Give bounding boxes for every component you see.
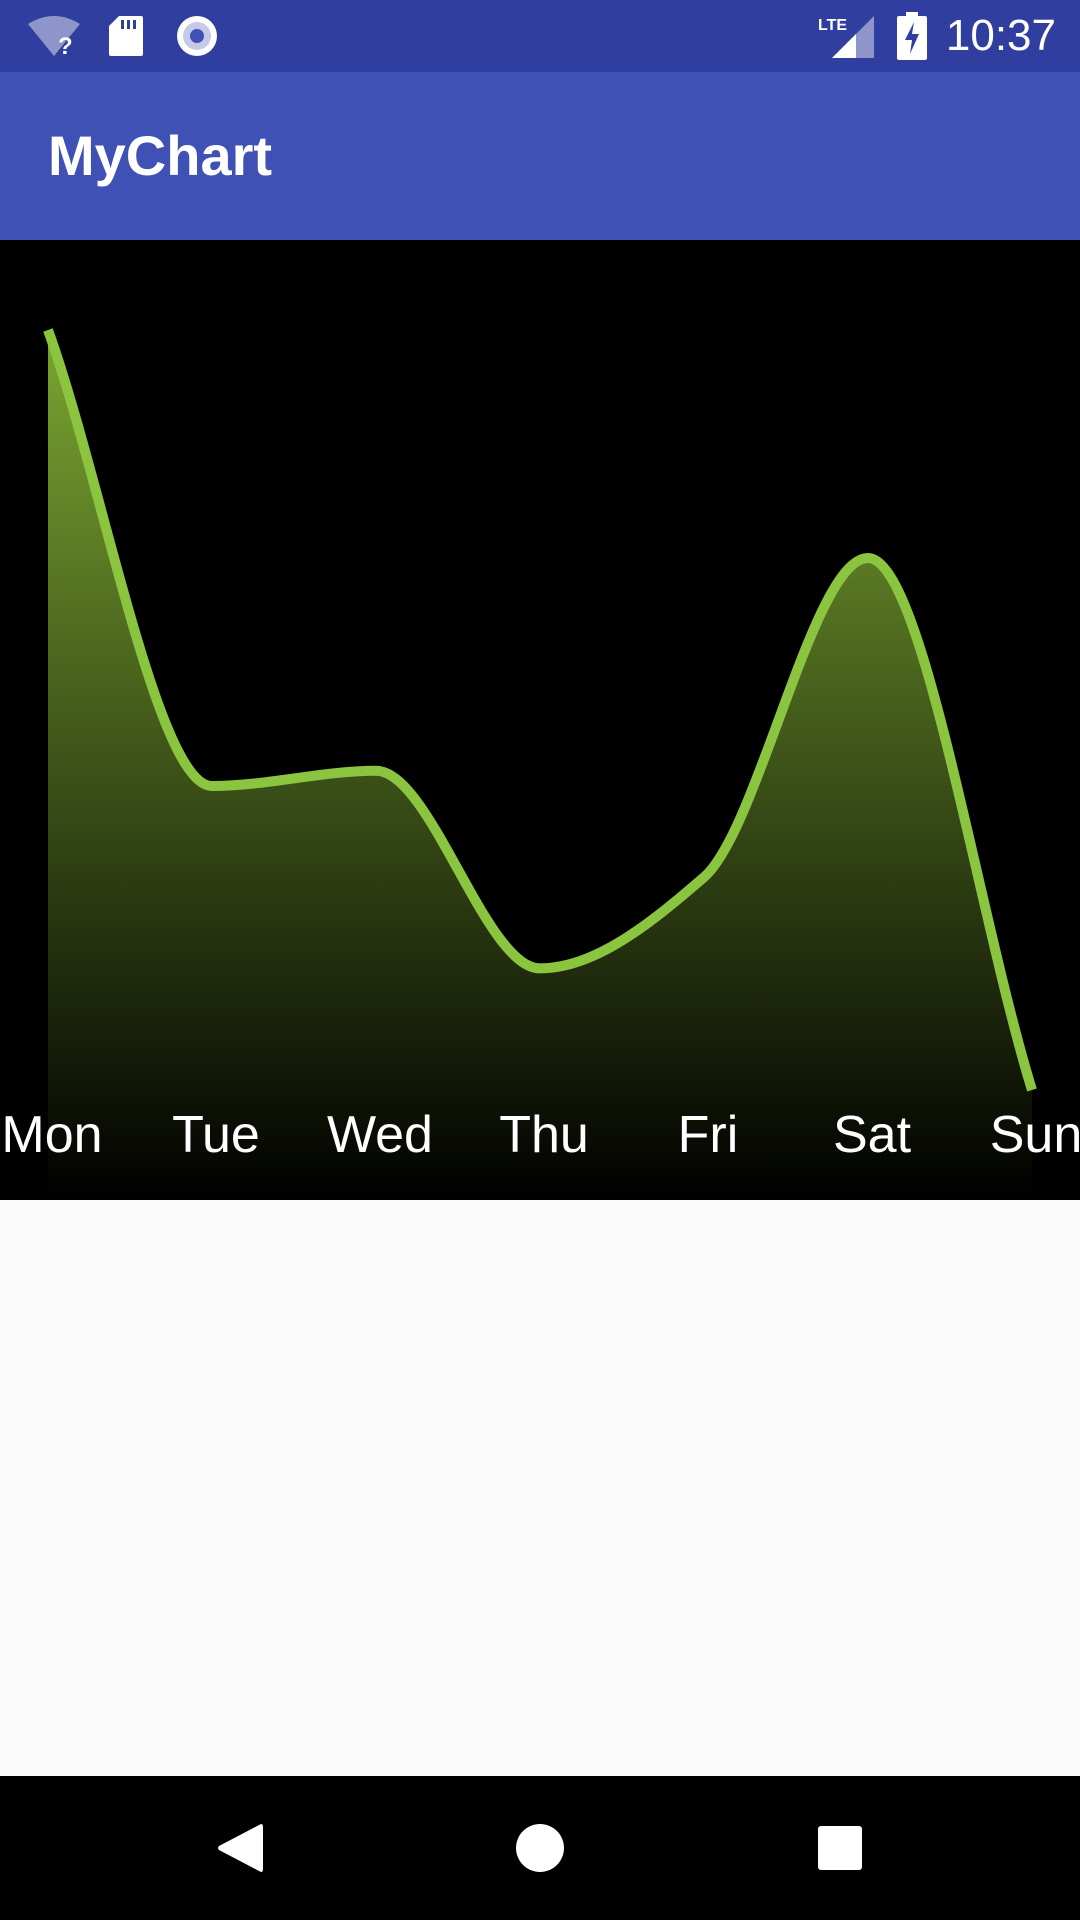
back-icon xyxy=(218,1824,263,1872)
home-button[interactable] xyxy=(480,1776,600,1920)
back-button[interactable] xyxy=(180,1776,300,1920)
svg-text:?: ? xyxy=(58,33,73,58)
x-tick-label: Tue xyxy=(172,1106,260,1164)
series-line xyxy=(43,328,1037,1092)
home-icon xyxy=(516,1824,564,1872)
recents-button[interactable] xyxy=(780,1776,900,1920)
lte-signal-icon: LTE xyxy=(818,0,876,72)
area-fill xyxy=(48,330,1032,1200)
x-tick-label: Sat xyxy=(833,1106,912,1164)
area-chart: Mon Tue Wed Thu Fri Sat Sun xyxy=(1,328,1080,1200)
x-tick-label: Fri xyxy=(678,1106,739,1164)
status-bar: ? LTE 10:37 xyxy=(0,0,1080,72)
status-time: 10:37 xyxy=(945,11,1056,60)
wifi-unknown-icon: ? xyxy=(24,0,84,72)
x-tick-label: Thu xyxy=(499,1106,589,1164)
lte-label: LTE xyxy=(818,17,847,34)
navigation-bar xyxy=(0,1776,1080,1920)
x-tick-label: Mon xyxy=(1,1106,102,1164)
record-icon xyxy=(174,0,220,72)
battery-charging-icon xyxy=(896,0,928,72)
recents-icon xyxy=(818,1826,862,1870)
sd-card-icon xyxy=(104,0,148,72)
x-tick-label: Sun xyxy=(990,1106,1080,1164)
app-title: MyChart xyxy=(48,124,273,187)
app-bar: MyChart xyxy=(0,72,1080,240)
chart-area: Mon Tue Wed Thu Fri Sat Sun xyxy=(0,240,1080,1200)
x-tick-label: Wed xyxy=(327,1106,433,1164)
